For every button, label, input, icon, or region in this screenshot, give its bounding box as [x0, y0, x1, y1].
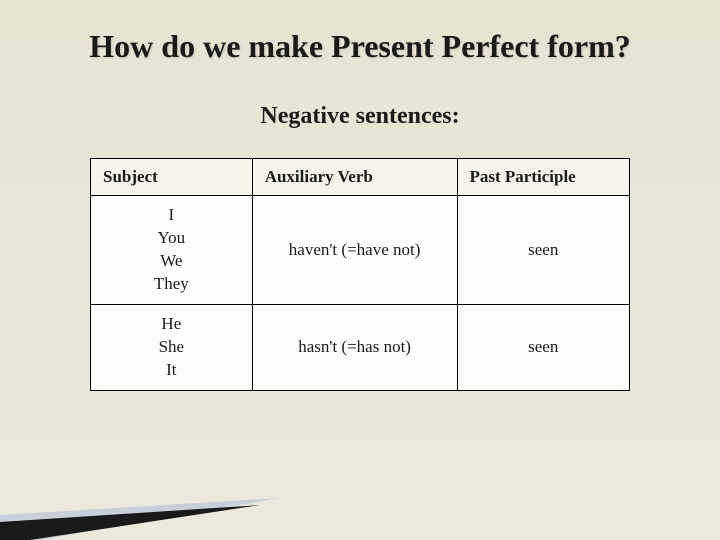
cell-aux-0: haven't (=have not): [252, 196, 457, 305]
header-subject: Subject: [91, 159, 253, 196]
slide-container: How do we make Present Perfect form? Neg…: [0, 0, 720, 540]
header-participle: Past Participle: [457, 159, 630, 196]
slide-title: How do we make Present Perfect form?: [50, 28, 670, 65]
header-aux: Auxiliary Verb: [252, 159, 457, 196]
cell-participle-1: seen: [457, 304, 630, 390]
table-header-row: Subject Auxiliary Verb Past Participle: [91, 159, 630, 196]
table-row: IYouWeThey haven't (=have not) seen: [91, 196, 630, 305]
table-wrapper: Subject Auxiliary Verb Past Participle I…: [50, 158, 670, 391]
cell-participle-0: seen: [457, 196, 630, 305]
cell-aux-1: hasn't (=has not): [252, 304, 457, 390]
grammar-table: Subject Auxiliary Verb Past Participle I…: [90, 158, 630, 391]
table-row: HeSheIt hasn't (=has not) seen: [91, 304, 630, 390]
decorative-swoosh-icon: [0, 440, 380, 540]
cell-subject-1: HeSheIt: [91, 304, 253, 390]
table-body: IYouWeThey haven't (=have not) seen HeSh…: [91, 196, 630, 391]
slide-subtitle: Negative sentences:: [50, 103, 670, 130]
cell-subject-0: IYouWeThey: [91, 196, 253, 305]
